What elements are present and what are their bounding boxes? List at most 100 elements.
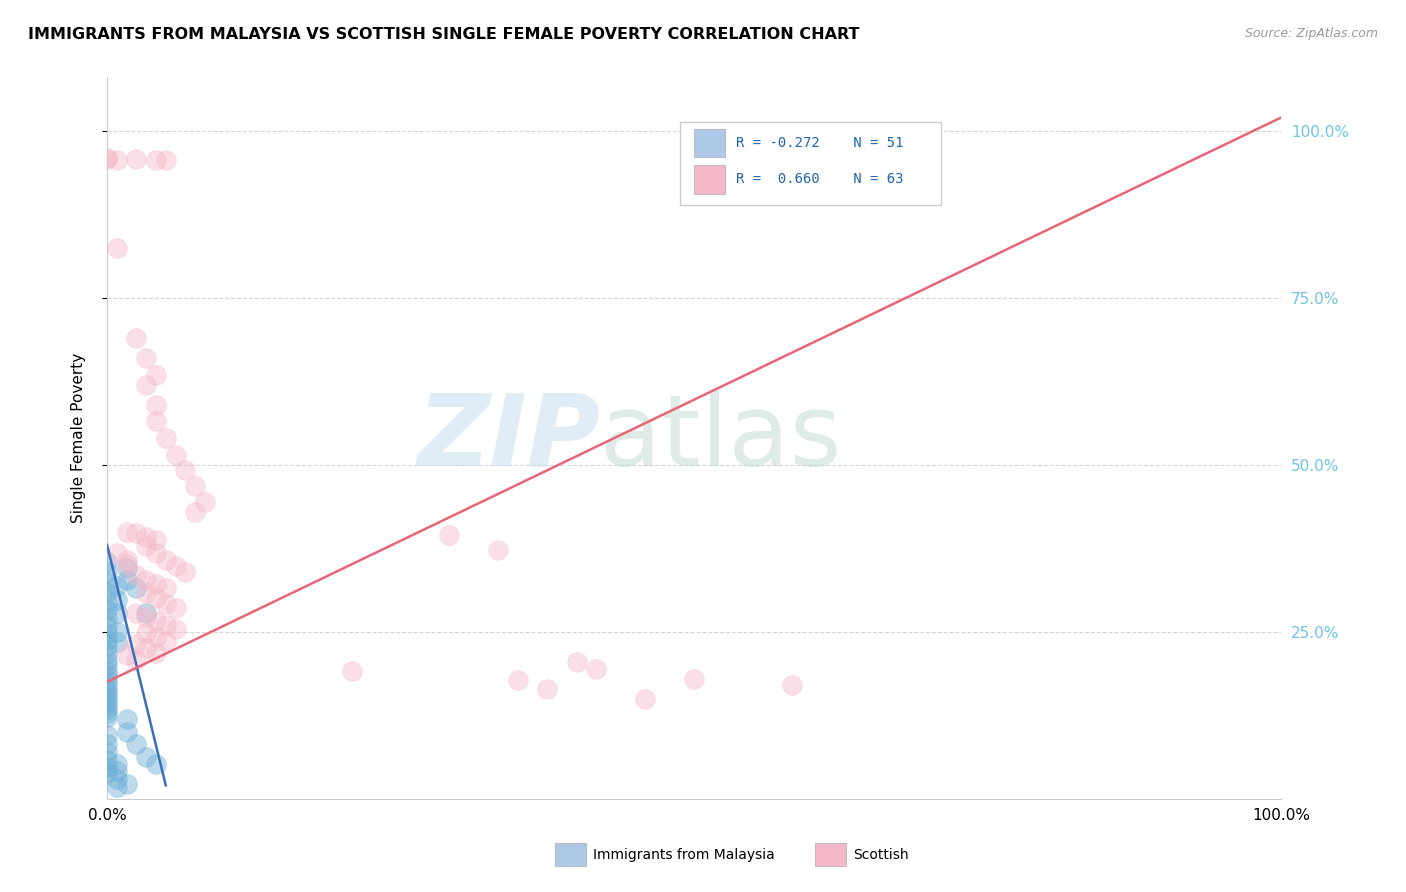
Point xyxy=(145,153,167,167)
Point xyxy=(145,591,167,606)
Point xyxy=(96,151,118,165)
Point xyxy=(96,619,118,633)
Point xyxy=(145,398,167,412)
Point xyxy=(125,525,148,540)
Y-axis label: Single Female Poverty: Single Female Poverty xyxy=(72,353,86,524)
Point xyxy=(165,601,187,615)
Point xyxy=(115,725,138,739)
Text: atlas: atlas xyxy=(600,390,842,487)
Point xyxy=(96,710,118,724)
Point xyxy=(145,368,167,382)
Point xyxy=(96,565,118,579)
Text: R = -0.272    N = 51: R = -0.272 N = 51 xyxy=(735,136,904,150)
Point xyxy=(145,533,167,547)
Point xyxy=(105,764,128,778)
Point xyxy=(96,766,118,780)
Point xyxy=(105,606,128,620)
Point xyxy=(96,745,118,759)
Point xyxy=(145,414,167,428)
Point xyxy=(184,505,207,519)
Point xyxy=(194,494,217,508)
Point xyxy=(105,241,128,255)
Point xyxy=(96,603,118,617)
Point xyxy=(96,626,118,640)
Point xyxy=(634,691,657,706)
Point xyxy=(165,448,187,462)
Point xyxy=(96,690,118,705)
Point xyxy=(105,635,128,649)
Point xyxy=(105,780,128,794)
Point xyxy=(96,694,118,708)
Point xyxy=(135,377,157,392)
Point xyxy=(439,528,461,542)
Text: ZIP: ZIP xyxy=(418,390,600,487)
Point xyxy=(125,606,148,620)
Point xyxy=(115,552,138,566)
Point xyxy=(96,706,118,721)
Point xyxy=(683,672,706,686)
Point xyxy=(145,646,167,660)
Point xyxy=(683,152,706,166)
Point xyxy=(96,611,118,625)
Point xyxy=(135,539,157,553)
Point xyxy=(96,760,118,774)
Point xyxy=(115,712,138,726)
Point xyxy=(165,622,187,636)
Point xyxy=(155,618,177,632)
Text: Scottish: Scottish xyxy=(853,847,910,862)
Point xyxy=(155,431,177,445)
Point xyxy=(96,668,118,682)
Point xyxy=(135,641,157,656)
Point xyxy=(125,737,148,751)
Point xyxy=(96,753,118,767)
Point xyxy=(174,565,197,579)
Point xyxy=(135,610,157,624)
Text: IMMIGRANTS FROM MALAYSIA VS SCOTTISH SINGLE FEMALE POVERTY CORRELATION CHART: IMMIGRANTS FROM MALAYSIA VS SCOTTISH SIN… xyxy=(28,27,859,42)
Point xyxy=(565,655,588,669)
Point xyxy=(125,582,148,596)
Point xyxy=(96,702,118,716)
Point xyxy=(96,646,118,660)
Point xyxy=(585,661,607,675)
Point xyxy=(96,640,118,654)
Point xyxy=(105,592,128,607)
Point xyxy=(155,597,177,611)
Point xyxy=(145,630,167,644)
Point xyxy=(105,624,128,639)
Point xyxy=(105,772,128,786)
Point xyxy=(135,530,157,544)
Point xyxy=(105,153,128,167)
Point xyxy=(135,351,157,365)
Point xyxy=(125,152,148,166)
Point xyxy=(96,595,118,609)
Point xyxy=(125,653,148,667)
Point xyxy=(135,573,157,587)
Point xyxy=(145,757,167,772)
Point xyxy=(135,750,157,764)
Point xyxy=(536,681,558,696)
Point xyxy=(115,777,138,791)
Point xyxy=(145,576,167,591)
Point xyxy=(115,561,138,575)
Point xyxy=(174,463,197,477)
Point xyxy=(125,568,148,582)
Point xyxy=(96,152,118,166)
Point xyxy=(105,579,128,593)
Point xyxy=(165,559,187,574)
Point xyxy=(115,557,138,571)
Point xyxy=(155,552,177,566)
Point xyxy=(145,614,167,628)
Point xyxy=(105,757,128,772)
Point xyxy=(135,626,157,640)
Point xyxy=(135,586,157,600)
Point xyxy=(115,524,138,539)
Point xyxy=(96,737,118,751)
Point xyxy=(96,698,118,713)
Point xyxy=(96,664,118,678)
Point xyxy=(96,686,118,700)
Point xyxy=(96,673,118,687)
Point xyxy=(125,637,148,651)
Point xyxy=(135,606,157,620)
Point xyxy=(96,728,118,742)
Point xyxy=(184,479,207,493)
